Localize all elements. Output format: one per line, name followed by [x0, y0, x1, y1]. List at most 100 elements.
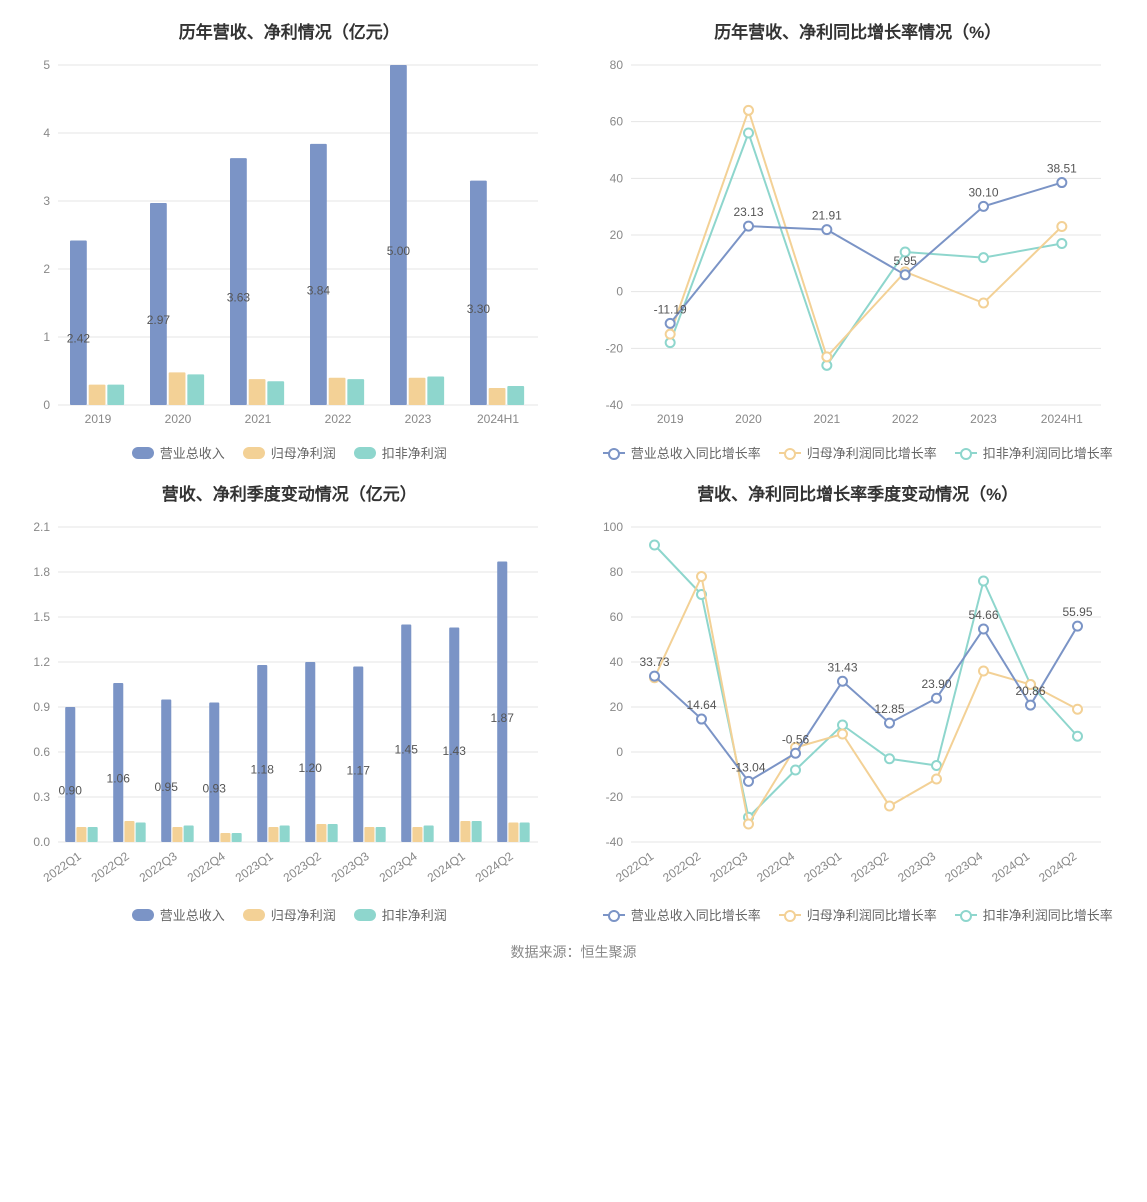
svg-text:1.18: 1.18	[251, 763, 275, 777]
svg-text:1.45: 1.45	[395, 742, 419, 756]
line-chart: -40-2002040608010033.7314.64-13.04-0.563…	[579, 517, 1138, 897]
svg-text:2024Q2: 2024Q2	[473, 849, 516, 885]
svg-text:2024H1: 2024H1	[1040, 412, 1082, 426]
legend-label: 归母净利润	[271, 905, 336, 924]
svg-text:100: 100	[602, 520, 622, 534]
svg-text:3.63: 3.63	[227, 291, 251, 305]
legend-swatch	[354, 447, 376, 459]
svg-text:80: 80	[609, 565, 623, 579]
legend-swatch	[603, 452, 625, 454]
svg-text:3: 3	[43, 194, 50, 208]
legend-swatch	[243, 447, 265, 459]
data-source: 数据来源：恒生聚源	[10, 942, 1137, 962]
svg-text:33.73: 33.73	[639, 655, 669, 669]
svg-text:20: 20	[609, 700, 623, 714]
svg-text:54.66: 54.66	[968, 608, 998, 622]
svg-text:2024H1: 2024H1	[477, 412, 519, 426]
svg-text:2024Q1: 2024Q1	[425, 849, 468, 885]
svg-text:14.64: 14.64	[686, 698, 716, 712]
legend-item: 营业总收入	[132, 443, 225, 462]
svg-text:-11.19: -11.19	[653, 302, 686, 316]
svg-text:31.43: 31.43	[827, 660, 857, 674]
chart-title: 营收、净利同比增长率季度变动情况（%）	[579, 480, 1138, 505]
svg-text:2023Q1: 2023Q1	[801, 849, 844, 885]
svg-text:1.43: 1.43	[443, 744, 467, 758]
svg-text:0.93: 0.93	[203, 781, 227, 795]
svg-text:2023Q1: 2023Q1	[233, 849, 276, 885]
svg-text:2020: 2020	[735, 412, 762, 426]
svg-text:2023Q3: 2023Q3	[329, 849, 372, 885]
svg-text:1.06: 1.06	[107, 772, 131, 786]
legend-item: 营业总收入	[132, 905, 225, 924]
legend-item: 归母净利润	[243, 905, 336, 924]
legend-item: 扣非净利润	[354, 905, 447, 924]
legend-label: 营业总收入	[160, 443, 225, 462]
svg-text:60: 60	[609, 610, 623, 624]
svg-text:0.3: 0.3	[33, 790, 50, 804]
svg-text:12.85: 12.85	[874, 702, 904, 716]
legend-swatch	[243, 909, 265, 921]
legend-label: 扣非净利润	[382, 443, 447, 462]
svg-text:2022Q3: 2022Q3	[707, 849, 750, 885]
legend-swatch	[779, 452, 801, 454]
svg-text:2023Q4: 2023Q4	[942, 849, 985, 885]
panel-quarterly-growth: 营收、净利同比增长率季度变动情况（%） -40-2002040608010033…	[579, 472, 1138, 924]
svg-text:0.90: 0.90	[59, 784, 83, 798]
svg-text:-20: -20	[605, 341, 623, 355]
svg-text:3.30: 3.30	[467, 302, 491, 316]
svg-text:2022Q3: 2022Q3	[137, 849, 180, 885]
svg-text:0.6: 0.6	[33, 745, 50, 759]
svg-text:2023: 2023	[405, 412, 432, 426]
svg-text:30.10: 30.10	[968, 185, 998, 199]
legend-item: 扣非净利润同比增长率	[955, 905, 1113, 924]
svg-text:-13.04: -13.04	[731, 760, 765, 774]
legend-item: 归母净利润同比增长率	[779, 905, 937, 924]
svg-text:1.8: 1.8	[33, 565, 50, 579]
svg-text:2022Q1: 2022Q1	[41, 849, 84, 885]
svg-text:2021: 2021	[245, 412, 272, 426]
chart-title: 历年营收、净利情况（亿元）	[10, 18, 569, 43]
svg-text:2022Q4: 2022Q4	[754, 849, 797, 885]
legend-label: 营业总收入同比增长率	[631, 443, 761, 462]
legend: 营业总收入同比增长率归母净利润同比增长率扣非净利润同比增长率	[579, 443, 1138, 462]
svg-text:20.86: 20.86	[1015, 684, 1045, 698]
legend-swatch	[955, 452, 977, 454]
svg-text:0.0: 0.0	[33, 835, 50, 849]
legend-label: 营业总收入	[160, 905, 225, 924]
svg-text:1: 1	[43, 330, 50, 344]
svg-text:1.5: 1.5	[33, 610, 50, 624]
svg-text:1.20: 1.20	[299, 761, 323, 775]
svg-text:40: 40	[609, 171, 623, 185]
legend-item: 营业总收入同比增长率	[603, 443, 761, 462]
svg-text:2023: 2023	[970, 412, 997, 426]
svg-text:2022Q2: 2022Q2	[660, 849, 703, 885]
legend-label: 归母净利润	[271, 443, 336, 462]
svg-text:0.9: 0.9	[33, 700, 50, 714]
svg-text:2.97: 2.97	[147, 313, 171, 327]
svg-text:2022: 2022	[325, 412, 352, 426]
svg-text:-40: -40	[605, 398, 623, 412]
chart-title: 历年营收、净利同比增长率情况（%）	[579, 18, 1138, 43]
svg-text:23.13: 23.13	[733, 205, 763, 219]
svg-text:40: 40	[609, 655, 623, 669]
svg-text:2023Q2: 2023Q2	[848, 849, 891, 885]
svg-text:0.95: 0.95	[155, 780, 179, 794]
svg-text:23.90: 23.90	[921, 677, 951, 691]
svg-text:2024Q1: 2024Q1	[989, 849, 1032, 885]
svg-text:1.17: 1.17	[347, 763, 371, 777]
panel-annual-growth: 历年营收、净利同比增长率情况（%） -40-20020406080-11.192…	[579, 10, 1138, 462]
svg-text:0: 0	[616, 285, 623, 299]
line-chart: -40-20020406080-11.1923.1321.915.9530.10…	[579, 55, 1138, 435]
legend-label: 归母净利润同比增长率	[807, 905, 937, 924]
svg-text:2023Q4: 2023Q4	[377, 849, 420, 885]
svg-text:0: 0	[43, 398, 50, 412]
legend-item: 归母净利润同比增长率	[779, 443, 937, 462]
svg-text:60: 60	[609, 115, 623, 129]
svg-text:2024Q2: 2024Q2	[1036, 849, 1079, 885]
legend: 营业总收入 归母净利润 扣非净利润	[10, 443, 569, 462]
legend-swatch	[955, 914, 977, 916]
legend-item: 扣非净利润	[354, 443, 447, 462]
svg-text:-40: -40	[605, 835, 623, 849]
svg-text:2: 2	[43, 262, 50, 276]
svg-text:2.1: 2.1	[33, 520, 50, 534]
